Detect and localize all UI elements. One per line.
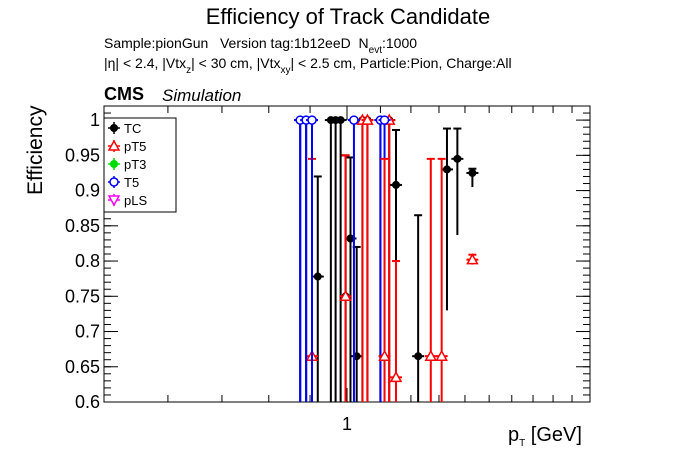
cuts-sub-2: xy (280, 65, 291, 76)
marker (424, 349, 438, 361)
marker (379, 115, 390, 125)
data-point-pt5 (466, 253, 479, 265)
marker (466, 253, 479, 265)
cuts-sub-1: z (186, 65, 192, 76)
simulation-label: Simulation (162, 86, 242, 105)
data-point-pt5 (389, 260, 403, 402)
x-axis-label-main: p (508, 424, 520, 446)
y-tick-label: 0.75 (65, 286, 100, 306)
data-point-t5 (294, 115, 307, 402)
legend-entry-t5: T5 (108, 175, 139, 190)
data-point-t5 (347, 115, 360, 402)
legend-label: T5 (124, 175, 139, 190)
y-tick-label: 0.9 (75, 181, 100, 201)
legend-entry-pls: pLS (107, 193, 147, 208)
marker (336, 116, 345, 125)
data-point-pt5 (339, 154, 352, 402)
x-axis-label-unit: [GeV] (525, 424, 582, 446)
data-point-pt5 (435, 157, 448, 402)
marker (453, 154, 462, 163)
data-point-tc (350, 245, 363, 402)
cuts-part-3: | < 2.5 cm, Particle:Pion, Charge:All (290, 55, 512, 71)
legend-label: TC (124, 121, 141, 136)
legend-marker (109, 177, 119, 187)
data-point-tc (440, 127, 453, 311)
sample-name: Sample:pionGun (104, 35, 209, 51)
marker (442, 165, 451, 174)
legend-entry-pt3: pT3 (108, 157, 146, 172)
y-tick-label: 0.65 (65, 357, 100, 377)
plot-frame (103, 105, 591, 403)
x-axis-label-sub: T (519, 438, 526, 449)
data-point-tc (466, 167, 479, 188)
y-tick-label: 0.8 (75, 251, 100, 271)
data-point-pt5 (424, 157, 438, 402)
marker (391, 180, 400, 189)
data-point-pt5 (361, 113, 374, 402)
y-tick-label: 0.95 (65, 145, 100, 165)
nevt-subscript: evt (368, 45, 382, 56)
legend-entry-pt5: pT5 (107, 139, 146, 154)
x-axis-label: pT [GeV] (508, 424, 582, 449)
legend-label: pLS (124, 193, 147, 208)
nevt-value: :1000 (381, 35, 418, 51)
data-point-pt5-extra (378, 157, 391, 402)
data-point-t5 (306, 115, 319, 402)
legend-marker (107, 195, 121, 207)
marker (346, 234, 355, 243)
marker (468, 168, 477, 177)
legend: TC pT5 pT3 T5 pLS (103, 117, 177, 213)
cuts-part-2: | < 30 cm, |Vtx (191, 55, 281, 71)
version-tag: Version tag:1b12eeD (219, 35, 351, 51)
marker (349, 115, 359, 125)
selection-cuts: |η| < 2.4, |Vtxz| < 30 cm, |Vtxxy| < 2.5… (104, 55, 512, 76)
data-point-tc (412, 214, 425, 402)
y-tick-label: 0.6 (75, 392, 100, 412)
nevt-label: N (358, 35, 369, 51)
marker (414, 352, 423, 361)
marker (339, 289, 352, 302)
sample-info: Sample:pionGun Version tag:1b12eeD Nevt:… (104, 35, 418, 56)
marker (435, 349, 448, 361)
legend-label: pT5 (124, 139, 146, 154)
marker (361, 113, 374, 125)
cms-label: CMS (104, 84, 144, 104)
marker (313, 272, 322, 281)
legend-label: pT3 (124, 157, 146, 172)
marker (378, 349, 391, 361)
data-point-tc (334, 116, 347, 402)
chart-title: Efficiency of Track Candidate (205, 4, 491, 29)
y-tick-label: 1 (90, 110, 100, 130)
y-tick-label: 0.85 (65, 216, 100, 236)
legend-marker (110, 124, 118, 132)
legend-entry-tc: TC (108, 121, 141, 136)
data-point-tc (451, 127, 464, 235)
cuts-part-1: |η| < 2.4, |Vtx (104, 55, 187, 71)
data-point-tc (311, 175, 324, 402)
x-tick-label: 1 (342, 414, 352, 434)
marker (307, 115, 317, 125)
marker (389, 370, 403, 383)
legend-marker (107, 139, 121, 151)
y-tick-label: 0.7 (75, 322, 100, 342)
legend-marker (110, 160, 118, 168)
